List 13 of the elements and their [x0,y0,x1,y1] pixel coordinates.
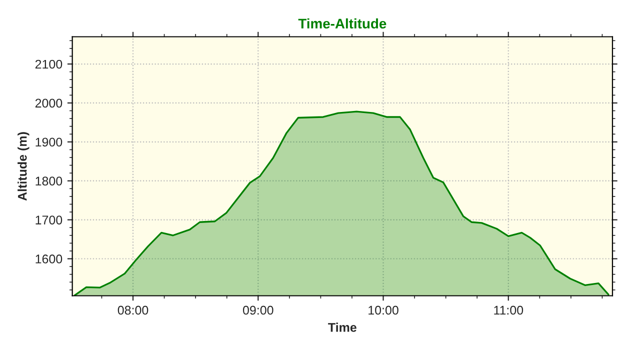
y-axis-title: Altitude (m) [18,132,30,201]
y-tick-label: 2000 [35,98,62,108]
x-axis-title: Time [328,322,356,332]
x-tick-label: 10:00 [368,306,398,315]
y-tick-label: 1800 [36,176,62,186]
x-tick-label: 11:00 [494,306,524,315]
y-tick-label: 1700 [36,216,62,224]
y-tick-label: 1600 [36,254,62,264]
chart-title: Time-Altitude [298,18,386,29]
y-tick-label: 2100 [35,60,62,69]
x-tick-label: 08:00 [118,306,148,315]
y-tick-label: 1900 [36,138,62,147]
x-tick-label: 09:00 [242,306,274,315]
